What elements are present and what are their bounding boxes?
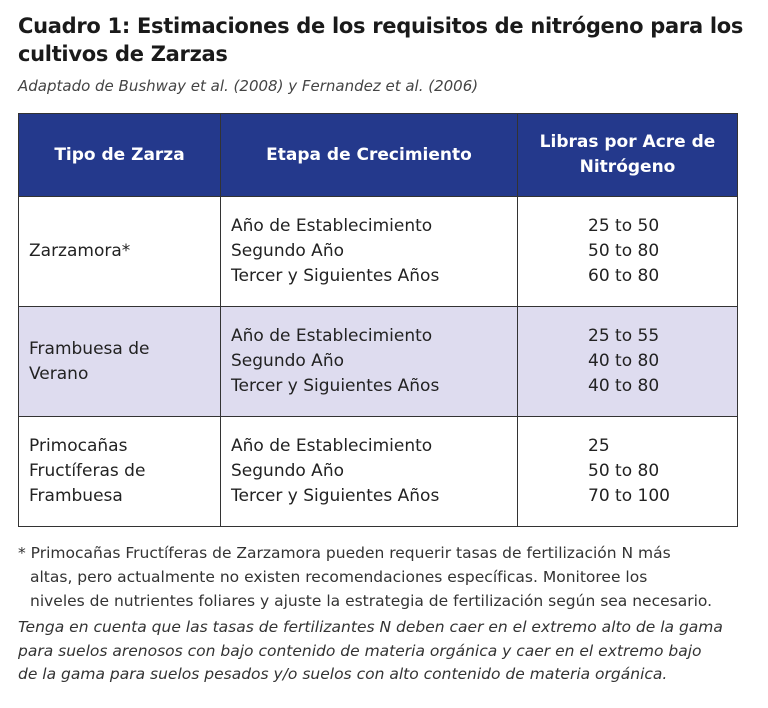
table-cell: Año de Establecimiento Segundo Año Tercer … bbox=[220, 306, 518, 417]
cell-line: Segundo Año bbox=[231, 241, 344, 261]
table-cell: Primocañas Fructíferas de Frambuesa bbox=[18, 416, 221, 527]
header-cell: Libras por Acre de Nitrógeno bbox=[517, 113, 738, 197]
title-line: cultivos de Zarzas bbox=[18, 42, 228, 66]
note-line: Tenga en cuenta que las tasas de fertili… bbox=[18, 618, 723, 636]
cell-line: Segundo Año bbox=[231, 351, 344, 371]
cell-line: 50 to 80 bbox=[588, 461, 660, 481]
cell-line: Año de Establecimiento bbox=[231, 216, 433, 236]
cell-line: 60 to 80 bbox=[588, 266, 660, 286]
cell-line: Año de Establecimiento bbox=[231, 436, 433, 456]
table-body: Zarzamora* Año de Establecimiento Segundo … bbox=[18, 196, 738, 527]
footnote-line: niveles de nutrientes foliares y ajuste … bbox=[30, 592, 713, 610]
header-row: Tipo de Zarza Etapa de Crecimiento Libras … bbox=[18, 113, 738, 197]
table-cell: Zarzamora* bbox=[18, 196, 221, 307]
cell-line: 25 to 50 bbox=[588, 216, 660, 236]
cell-line: 25 bbox=[588, 436, 610, 456]
footnote: * Primocañas Fructíferas de Zarzamora pu… bbox=[18, 541, 712, 613]
table-cell: 25 to 50 50 to 80 60 to 80 bbox=[517, 196, 738, 307]
cell-line: Verano bbox=[29, 363, 89, 384]
title: Cuadro 1: Estimaciones de los requisitos… bbox=[18, 12, 743, 68]
table-row: Frambuesa de Verano Año de Establecimiento… bbox=[18, 306, 738, 417]
cell-line: Tercer y Siguientes Años bbox=[231, 486, 440, 506]
subtitle: Adaptado de Bushway et al. (2008) y Fern… bbox=[18, 77, 479, 95]
note-line: de la gama para suelos pesados y/o suelo… bbox=[18, 665, 668, 683]
cell-line: Frambuesa bbox=[29, 486, 123, 506]
table-row: Zarzamora* Año de Establecimiento Segundo … bbox=[18, 196, 738, 307]
cell-line: Primocañas bbox=[29, 436, 128, 456]
footnote-line: * Primocañas Fructíferas de Zarzamora pu… bbox=[18, 544, 671, 562]
footnote-line: altas, pero actualmente no existen recom… bbox=[30, 568, 648, 586]
cell-line: Zarzamora* bbox=[29, 241, 131, 261]
header-cell: Tipo de Zarza bbox=[18, 113, 221, 197]
table-cell: 25 50 to 80 70 to 100 bbox=[517, 416, 738, 527]
header-cell: Etapa de Crecimiento bbox=[220, 113, 518, 197]
cell-line: Fructíferas de bbox=[29, 461, 146, 481]
table-cell: Año de Establecimiento Segundo Año Tercer … bbox=[220, 196, 518, 307]
header-line: Etapa de Crecimiento bbox=[266, 144, 472, 165]
table-row: Primocañas Fructíferas de Frambuesa Año de … bbox=[18, 416, 738, 527]
cell-line: 70 to 100 bbox=[588, 486, 670, 506]
note-line: para suelos arenosos con bajo contenido … bbox=[18, 641, 702, 660]
cell-line: 50 to 80 bbox=[588, 241, 660, 261]
table-cell: Frambuesa de Verano bbox=[18, 306, 221, 417]
header-line: Tipo de Zarza bbox=[54, 144, 185, 165]
cell-line: Frambuesa de bbox=[29, 338, 150, 359]
cell-line: 25 to 55 bbox=[588, 326, 660, 346]
cell-line: Segundo Año bbox=[231, 461, 344, 481]
header-line: Nitrógeno bbox=[579, 157, 676, 177]
cell-line: Tercer y Siguientes Años bbox=[231, 266, 440, 286]
cell-line: Año de Establecimiento bbox=[231, 326, 433, 346]
note: Tenga en cuenta que las tasas de fertili… bbox=[18, 616, 723, 687]
table-cell: Año de Establecimiento Segundo Año Tercer … bbox=[220, 416, 518, 527]
cell-line: 40 to 80 bbox=[588, 351, 660, 371]
table: Tipo de Zarza Etapa de Crecimiento Libras … bbox=[18, 113, 738, 527]
title-line: Cuadro 1: Estimaciones de los requisitos… bbox=[18, 14, 744, 38]
table-cell: 25 to 55 40 to 80 40 to 80 bbox=[517, 306, 738, 417]
header-line: Libras por Acre de bbox=[539, 132, 716, 152]
cell-line: 40 to 80 bbox=[588, 376, 660, 396]
cell-line: Tercer y Siguientes Años bbox=[231, 376, 440, 396]
